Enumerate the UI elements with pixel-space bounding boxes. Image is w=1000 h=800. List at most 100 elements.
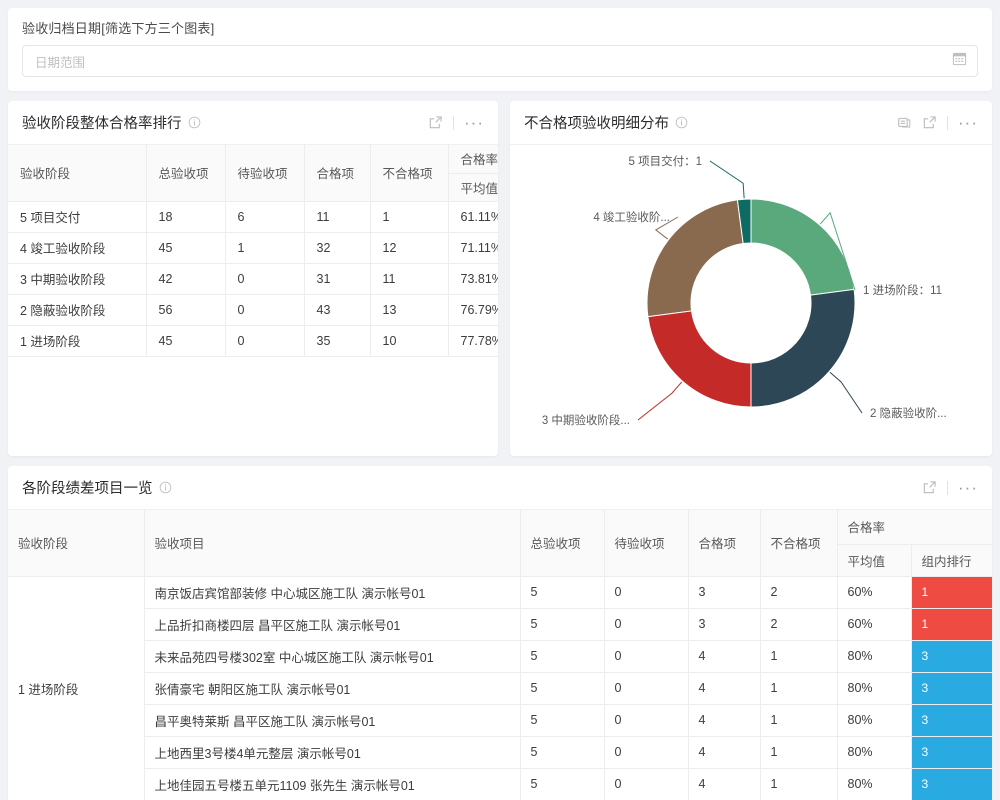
col-stage[interactable]: 验收阶段	[8, 510, 145, 577]
col-fail[interactable]: 不合格项	[760, 510, 838, 577]
donut-slice[interactable]	[750, 288, 856, 408]
table-row[interactable]: 上品折扣商楼四层 昌平区施工队 演示帐号01 5 0 3 2 60% 1	[8, 608, 992, 641]
chart-switch-icon[interactable]	[897, 115, 912, 130]
donut-slice[interactable]	[750, 198, 855, 296]
cell-rate: 80%	[837, 672, 912, 705]
cell-total: 5	[520, 704, 605, 737]
card-header: 各阶段绩差项目一览 ···	[8, 466, 992, 510]
cell-project: 南京饭店宾馆部装修 中心城区施工队 演示帐号01	[144, 576, 521, 609]
table-row[interactable]: 未来品苑四号楼302室 中心城区施工队 演示帐号01 5 0 4 1 80% 3	[8, 640, 992, 673]
info-icon[interactable]	[188, 116, 201, 129]
date-range-placeholder: 日期范围	[35, 55, 86, 70]
cell-rate: 60%	[837, 608, 912, 641]
table-subheader-row: 平均值 组内排行	[8, 544, 992, 577]
cell-pending: 0	[604, 576, 689, 609]
cell-pending: 6	[225, 201, 305, 233]
cell-rate: 61.11%	[448, 201, 498, 233]
donut-svg: 1 进场阶段：11 2 隐蔽验收阶... 3 中期验收阶段... 4 竣工验收阶...…	[542, 154, 947, 427]
donut-leader-lines	[637, 160, 863, 421]
cell-stage: 2 隐蔽验收阶段	[8, 294, 147, 326]
more-options-icon[interactable]: ···	[958, 477, 978, 497]
cell-pending: 0	[604, 704, 689, 737]
cell-total: 5	[520, 640, 605, 673]
filter-panel: 验收归档日期[筛选下方三个图表] 日期范围	[8, 8, 992, 91]
cell-fail: 12	[370, 232, 449, 264]
table-row[interactable]: 昌平奥特莱斯 昌平区施工队 演示帐号01 5 0 4 1 80% 3	[8, 704, 992, 737]
cell-rank: 3	[911, 640, 992, 673]
cell-pass: 3	[688, 576, 761, 609]
cell-total: 5	[520, 576, 605, 609]
cell-pending: 0	[604, 608, 689, 641]
donut-chart[interactable]: 1 进场阶段：11 2 隐蔽验收阶... 3 中期验收阶段... 4 竣工验收阶...…	[510, 145, 992, 456]
acceptance-rate-rank-table: 验收阶段 总验收项 待验收项 合格项 不合格项 合格率 平均值 5 项目交付 18…	[8, 145, 498, 357]
calendar-icon[interactable]	[952, 51, 967, 71]
cell-project: 未来品苑四号楼302室 中心城区施工队 演示帐号01	[144, 640, 521, 673]
col-pass[interactable]: 合格项	[688, 510, 761, 577]
charts-row: 验收阶段整体合格率排行	[8, 101, 992, 456]
col-project[interactable]: 验收项目	[144, 510, 521, 577]
table-row[interactable]: 4 竣工验收阶段 45 1 32 12 71.11%	[8, 232, 498, 264]
rank-table-scroll[interactable]: 验收阶段 总验收项 待验收项 合格项 不合格项 合格率 平均值 5 项目交付 18…	[8, 145, 498, 456]
donut-label: 5 项目交付：1	[629, 154, 703, 168]
cell-rate: 80%	[837, 736, 912, 769]
donut-label: 1 进场阶段：11	[863, 283, 942, 297]
col-rate-average[interactable]: 平均值	[448, 173, 498, 202]
col-group-rank[interactable]: 组内排行	[911, 544, 992, 577]
table-row[interactable]: 5 项目交付 18 6 11 1 61.11%	[8, 201, 498, 233]
cell-pass: 4	[688, 736, 761, 769]
info-icon[interactable]	[675, 116, 688, 129]
col-pending[interactable]: 待验收项	[225, 145, 305, 202]
col-pending[interactable]: 待验收项	[604, 510, 689, 577]
divider	[453, 115, 455, 130]
col-group-rate[interactable]: 合格率	[837, 510, 992, 545]
cell-total: 18	[146, 201, 226, 233]
rank-badge: 3	[911, 704, 992, 736]
donut-slice[interactable]	[647, 310, 752, 408]
date-range-input[interactable]: 日期范围	[22, 45, 978, 77]
export-icon[interactable]	[922, 480, 937, 495]
col-rate-average[interactable]: 平均值	[837, 544, 912, 577]
more-options-icon[interactable]: ···	[464, 112, 484, 132]
cell-fail: 1	[370, 201, 449, 233]
cell-rate: 71.11%	[448, 232, 498, 264]
cell-pending: 0	[225, 294, 305, 326]
col-fail[interactable]: 不合格项	[370, 145, 449, 202]
cell-project: 张倩豪宅 朝阳区施工队 演示帐号01	[144, 672, 521, 705]
table-row[interactable]: 上地西里3号楼4单元整层 演示帐号01 5 0 4 1 80% 3	[8, 736, 992, 769]
cell-rate: 80%	[837, 704, 912, 737]
cell-fail: 10	[370, 325, 449, 357]
col-group-rate[interactable]: 合格率	[448, 145, 498, 174]
leader-line	[654, 216, 679, 240]
donut-label: 3 中期验收阶段...	[542, 413, 630, 427]
cell-pass: 4	[688, 640, 761, 673]
cell-total: 42	[146, 263, 226, 295]
table-row[interactable]: 1 进场阶段 南京饭店宾馆部装修 中心城区施工队 演示帐号01 5 0 3 2 60% 1	[8, 576, 992, 800]
cell-stage: 1 进场阶段	[8, 576, 145, 800]
cell-pass: 31	[304, 263, 371, 295]
cell-pass: 4	[688, 768, 761, 800]
more-options-icon[interactable]: ···	[958, 112, 978, 132]
table-row[interactable]: 张倩豪宅 朝阳区施工队 演示帐号01 5 0 4 1 80% 3	[8, 672, 992, 705]
col-total[interactable]: 总验收项	[146, 145, 226, 202]
cell-fail: 1	[760, 768, 838, 800]
col-total[interactable]: 总验收项	[520, 510, 605, 577]
cell-rate: 76.79%	[448, 294, 498, 326]
export-icon[interactable]	[922, 115, 937, 130]
cell-fail: 1	[760, 640, 838, 673]
table-row[interactable]: 上地佳园五号楼五单元1109 张先生 演示帐号01 5 0 4 1 80% 3	[8, 768, 992, 800]
donut-slice[interactable]	[736, 198, 752, 245]
cell-fail: 11	[370, 263, 449, 295]
donut-slice[interactable]	[646, 199, 744, 318]
col-pass[interactable]: 合格项	[304, 145, 371, 202]
leader-line	[637, 381, 683, 421]
card-title: 各阶段绩差项目一览	[22, 481, 153, 497]
col-stage[interactable]: 验收阶段	[8, 145, 147, 202]
rank-badge: 3	[911, 736, 992, 768]
export-icon[interactable]	[428, 115, 443, 130]
info-icon[interactable]	[159, 481, 172, 494]
cell-pending: 0	[604, 640, 689, 673]
